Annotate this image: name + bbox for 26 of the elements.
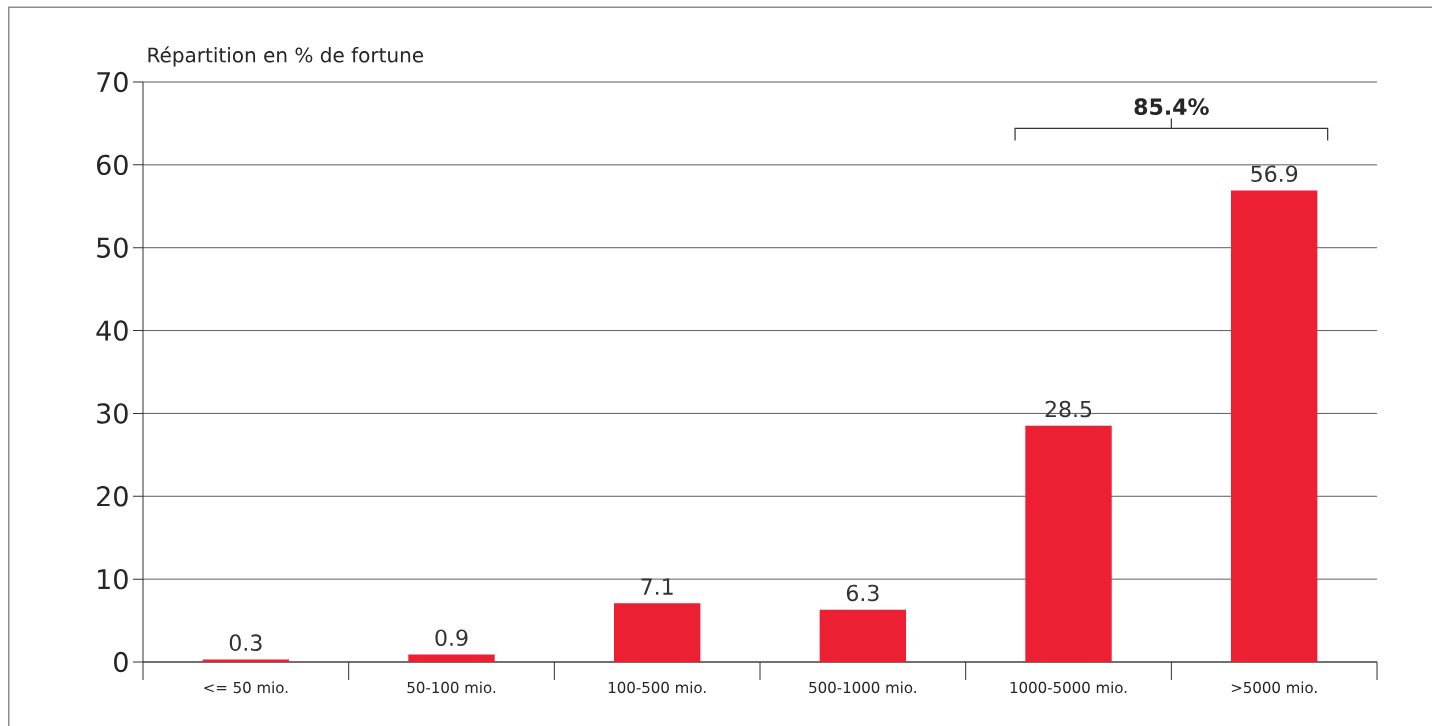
bar (1231, 190, 1318, 662)
y-tick-label: 0 (114, 651, 128, 673)
x-tick-label: 500-1000 mio. (809, 681, 916, 694)
data-label: 56.9 (1251, 165, 1298, 183)
bar (1025, 425, 1112, 662)
y-tick-label: 30 (97, 403, 128, 424)
y-tick-label: 50 (97, 237, 128, 258)
x-tick-label: 50-100 mio. (407, 681, 496, 694)
annotation: 85.4% (1134, 98, 1209, 115)
bar (408, 654, 495, 662)
y-tick-label: 20 (97, 486, 128, 507)
x-tick-label: 1000-5000 mio. (1010, 681, 1127, 694)
y-tick-label: 40 (96, 320, 128, 341)
data-label: 6.3 (846, 584, 879, 602)
y-axis-title: Répartition en % de fortune (148, 46, 424, 67)
bar (613, 603, 701, 662)
x-tick-label: <= 50 mio. (204, 681, 288, 694)
y-tick-label: 60 (97, 154, 128, 176)
y-tick-label: 70 (97, 71, 128, 93)
data-label: 7.1 (641, 578, 673, 595)
data-label: 0.3 (229, 634, 262, 651)
y-tick-label: 10 (98, 568, 128, 590)
bar (819, 609, 907, 662)
data-label: 0.9 (435, 629, 468, 647)
x-tick-label: >5000 mio. (1231, 681, 1317, 694)
x-tick-label: 100-500 mio. (608, 681, 706, 694)
